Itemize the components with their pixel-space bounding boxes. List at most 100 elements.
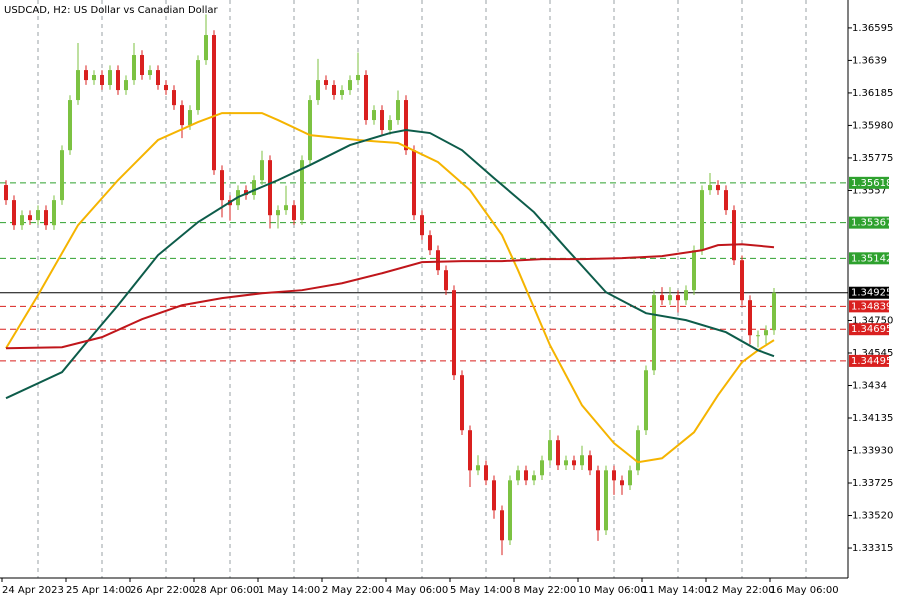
candle-body [220,170,224,201]
candle-body [60,150,64,201]
moving-averages [5,112,775,464]
price-level-label: 1.35618 [851,178,892,189]
price-level-label: 1.34839 [851,301,892,312]
x-tick-label: 11 May 14:00 [642,585,711,596]
candle-body [20,215,24,226]
candle-body [108,70,112,85]
candle-body [596,470,600,531]
y-tick-label: 1.3639 [852,55,887,66]
price-level-label-bg [849,354,889,367]
moving-average [5,243,775,350]
x-tick-label: 4 May 06:00 [386,585,448,596]
candle-body [764,330,768,336]
candle-body [532,475,536,481]
candle-body [444,270,448,291]
x-tick-label: 26 Apr 22:00 [130,585,195,596]
price-level-label: 1.35142 [851,253,892,264]
y-tick-label: 1.35980 [852,120,893,131]
candle-body [628,470,632,486]
candle-body [460,375,464,431]
candle-body [420,215,424,236]
candle-body [332,84,336,95]
x-tick-label: 12 May 22:00 [706,585,775,596]
candle-body [148,70,152,76]
candle-body [276,210,280,216]
candle-body [300,160,304,221]
candle-body [68,100,72,151]
x-tick-label: 5 May 14:00 [450,585,512,596]
x-tick-label: 1 May 14:00 [258,585,320,596]
axis-labels: 1.36595 1.3639 1.36185 1.35980 1.35775 1.3557… [1,23,893,596]
candle-body [156,70,160,85]
y-tick-label: 1.34750 [852,315,893,326]
y-tick-label: 1.3557 [852,185,887,196]
x-tick-label: 28 Apr 06:00 [194,585,259,596]
candle-body [676,295,680,301]
candle-body [380,110,384,131]
candle-body [604,470,608,531]
candle-body [44,210,48,226]
candle-body [700,190,704,251]
candle-body [324,80,328,85]
candle-body [12,200,16,226]
candle-body [492,480,496,511]
y-tick-label: 1.34545 [852,348,893,359]
candle-body [540,460,544,476]
x-tick-label: 25 Apr 14:00 [66,585,131,596]
candle-body [620,480,624,486]
candle-body [772,292,776,331]
candle-body [468,430,472,471]
price-level-label-bg [849,323,889,336]
x-tick-label: 2 May 22:00 [322,585,384,596]
candle-body [356,75,360,81]
price-level-label: 1.34495 [851,356,892,367]
candle-body [484,465,488,481]
y-tick-label: 1.36595 [852,23,893,34]
candle-body [76,70,80,101]
moving-average [5,112,775,464]
candle-body [316,80,320,101]
candle-body [684,290,688,301]
candle-body [636,430,640,471]
y-tick-label: 1.34135 [852,413,893,424]
candle-body [668,295,672,301]
y-tick-label: 1.3434 [852,380,887,391]
candle-body [556,440,560,466]
candle-body [516,470,520,481]
candle-body [524,470,528,481]
price-level-label-bg [849,252,889,265]
candle-body [732,210,736,261]
candle-body [364,75,368,121]
candle-body [204,35,208,61]
candle-body [340,90,344,95]
candle-body [84,70,88,81]
price-level-label-bg [849,176,889,189]
candle-body [28,215,32,221]
candle-body [124,80,128,91]
candle-body [372,110,376,121]
candle-body [284,205,288,211]
candle-body [308,100,312,161]
x-tick-label: 10 May 06:00 [578,585,647,596]
candle-body [188,110,192,126]
candle-body [580,455,584,466]
candle-body [740,260,744,301]
y-tick-label: 1.33725 [852,478,893,489]
x-tick-label: 24 Apr 2023 [2,585,64,596]
candle-body [572,460,576,466]
candle-body [756,335,760,337]
price-level-label-bg [849,216,889,229]
candle-body [100,75,104,85]
candle-body [612,470,616,481]
candle-body [260,160,264,181]
candle-body [52,200,56,226]
price-level-label: 1.34695 [851,324,892,335]
price-level-label: 1.35367 [851,218,892,229]
candle-body [588,455,592,471]
candle-body [660,295,664,301]
moving-average [5,129,775,400]
candle-body [252,180,256,196]
candle-body [164,84,168,91]
y-tick-label: 1.36185 [852,88,893,99]
